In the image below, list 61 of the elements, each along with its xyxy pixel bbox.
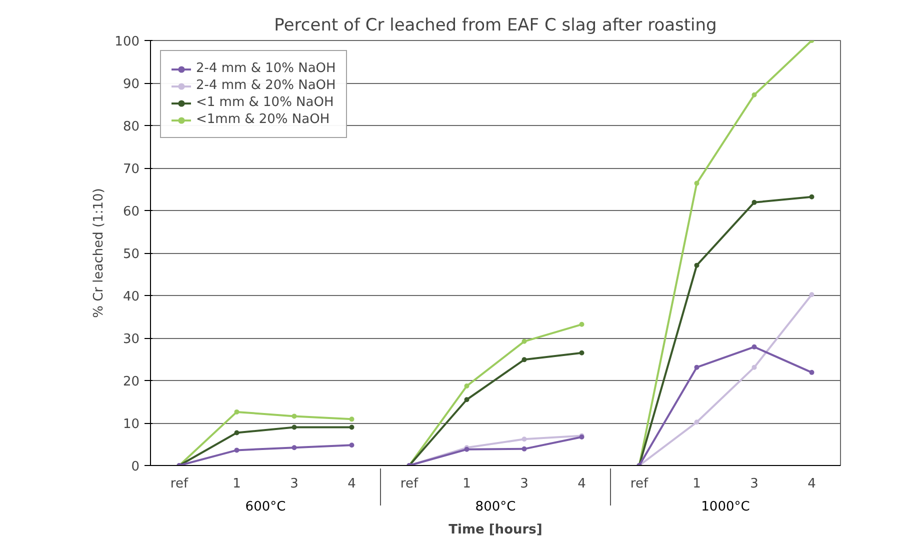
point <box>579 350 584 356</box>
point <box>464 397 470 402</box>
point <box>522 338 527 344</box>
y-tick-label: 50 <box>122 247 140 262</box>
point <box>234 430 240 436</box>
point <box>694 262 700 268</box>
y-tick-label: 70 <box>122 162 140 177</box>
point <box>752 200 757 205</box>
x-tick-label: 1 <box>462 476 471 492</box>
y-tick-label: 20 <box>122 374 140 390</box>
point <box>522 357 527 362</box>
x-tick-label: 4 <box>578 476 586 492</box>
x-tick-label: 1 <box>692 476 701 492</box>
point <box>752 364 757 370</box>
x-tick-label: 3 <box>750 476 758 492</box>
point <box>522 446 527 452</box>
point <box>292 424 297 430</box>
point <box>809 292 814 298</box>
y-tick-label: 0 <box>131 460 140 474</box>
legend-label: 2-4 mm & 10% NaOH <box>196 61 336 76</box>
point <box>579 322 584 327</box>
point <box>234 448 240 453</box>
text: 1000°C <box>701 500 750 514</box>
x-axis-title: Time [hours] <box>448 522 542 538</box>
point <box>292 445 297 450</box>
point <box>694 420 700 425</box>
point <box>809 370 814 375</box>
point <box>694 364 700 370</box>
x-tick-label: 3 <box>290 476 298 492</box>
y-axis-title: % Cr leached (1:10) <box>92 188 107 318</box>
y-tick-label: 100 <box>114 34 140 50</box>
legend-label: <1 mm & 10% NaOH <box>196 95 334 110</box>
x-tick-label: 4 <box>808 476 816 492</box>
point <box>694 180 700 186</box>
x-tick-label: 1 <box>232 476 241 492</box>
point <box>752 92 757 98</box>
point <box>292 414 297 419</box>
text: 600°C <box>245 500 286 514</box>
legend-label: 2-4 mm & 20% NaOH <box>196 78 336 93</box>
point <box>349 424 354 430</box>
point <box>522 436 527 442</box>
y-tick-label: 60 <box>122 204 140 220</box>
text: 800°C <box>475 500 516 514</box>
chart-title: Percent of Cr leached from EAF C slag after roasting <box>274 16 717 36</box>
y-tick-label: 40 <box>122 290 140 304</box>
point <box>809 194 814 200</box>
point <box>464 384 470 389</box>
x-tick-label: 4 <box>348 476 356 492</box>
x-tick-label: 3 <box>520 476 528 492</box>
point <box>349 416 354 422</box>
y-tick-label: 80 <box>122 120 140 134</box>
point <box>349 442 354 448</box>
point <box>752 344 757 350</box>
legend-label: <1mm & 20% NaOH <box>196 112 330 127</box>
point <box>234 409 240 414</box>
x-tick-label: ref <box>630 476 648 492</box>
x-tick-label: ref <box>170 476 188 492</box>
y-tick-label: 10 <box>122 417 140 432</box>
y-tick-label: 90 <box>122 77 140 92</box>
x-tick-label: ref <box>400 476 418 492</box>
y-tick-label: 30 <box>122 332 140 347</box>
